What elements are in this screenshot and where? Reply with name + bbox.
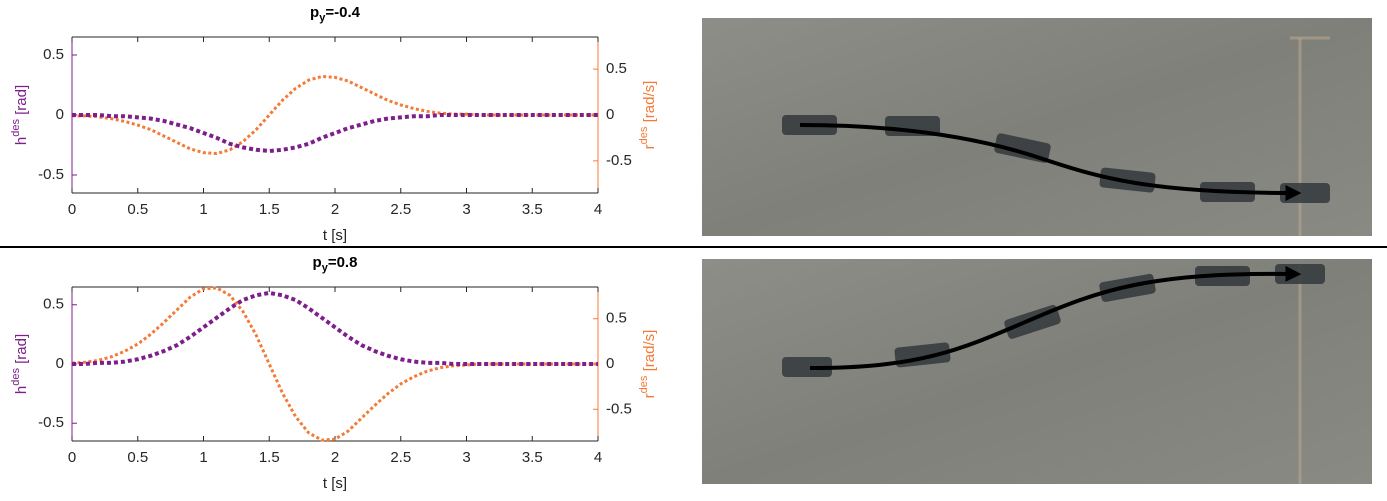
x-tick-label: 2.5 — [390, 201, 411, 218]
text-part: [rad/s] — [641, 81, 658, 127]
y-tick-label: 0 — [56, 355, 64, 372]
text-part: =-0.4 — [325, 4, 360, 21]
y-tick-label: -0.5 — [38, 414, 64, 431]
y2-tick-label: 0 — [606, 355, 614, 372]
y-tick-label: -0.5 — [38, 166, 64, 183]
x-axis-label: t [s] — [323, 475, 347, 492]
x-tick-label: 4 — [594, 201, 602, 218]
y2-axis-label: rdes [rad/s] — [638, 330, 658, 399]
x-tick-label: 3 — [462, 449, 470, 466]
text-part: des — [10, 368, 22, 386]
text-part: [rad/s] — [641, 330, 658, 376]
x-tick-label: 2 — [331, 449, 339, 466]
y-axis-label: hdes [rad] — [10, 334, 30, 394]
y2-tick-label: 0.5 — [606, 60, 627, 77]
x-tick-label: 3.5 — [522, 449, 543, 466]
text-part: des — [638, 375, 650, 393]
x-tick-label: 2 — [331, 201, 339, 218]
x-axis-label: t [s] — [323, 227, 347, 244]
text-part: h — [13, 386, 30, 394]
y2-tick-label: 0.5 — [606, 310, 627, 327]
text-part: h — [13, 137, 30, 145]
text-part: [rad] — [13, 85, 30, 119]
series-line — [72, 288, 598, 440]
x-tick-label: 0 — [68, 201, 76, 218]
y2-tick-label: -0.5 — [606, 400, 632, 417]
x-tick-label: 3.5 — [522, 201, 543, 218]
y-tick-label: 0.5 — [43, 46, 64, 63]
y2-tick-label: -0.5 — [606, 152, 632, 169]
text-part: p — [313, 254, 322, 271]
x-tick-label: 0.5 — [127, 201, 148, 218]
y-tick-label: 0 — [56, 106, 64, 123]
x-tick-label: 1 — [199, 201, 207, 218]
series-line — [72, 293, 598, 364]
text-part: p — [310, 4, 319, 21]
x-tick-label: 3 — [462, 201, 470, 218]
y2-tick-label: 0 — [606, 106, 614, 123]
chart-title: py=0.8 — [313, 254, 358, 274]
y2-axis-label: rdes [rad/s] — [638, 81, 658, 150]
x-tick-label: 1.5 — [259, 201, 280, 218]
x-tick-label: 1 — [199, 449, 207, 466]
x-tick-label: 4 — [594, 449, 602, 466]
series-line — [72, 115, 598, 151]
x-tick-label: 0.5 — [127, 449, 148, 466]
text-part: =0.8 — [328, 254, 358, 271]
photo-bottom — [702, 259, 1372, 484]
x-tick-label: 2.5 — [390, 449, 411, 466]
y-axis-label: hdes [rad] — [10, 85, 30, 145]
y-tick-label: 0.5 — [43, 296, 64, 313]
text-part: [rad] — [13, 334, 30, 368]
text-part: des — [10, 119, 22, 137]
text-part: des — [638, 126, 650, 144]
photo-top — [702, 18, 1372, 236]
chart-title: py=-0.4 — [310, 4, 361, 24]
figure: 00.511.522.533.54-0.500.5-0.500.5t [s]hd… — [0, 0, 1387, 501]
x-tick-label: 0 — [68, 449, 76, 466]
x-tick-label: 1.5 — [259, 449, 280, 466]
